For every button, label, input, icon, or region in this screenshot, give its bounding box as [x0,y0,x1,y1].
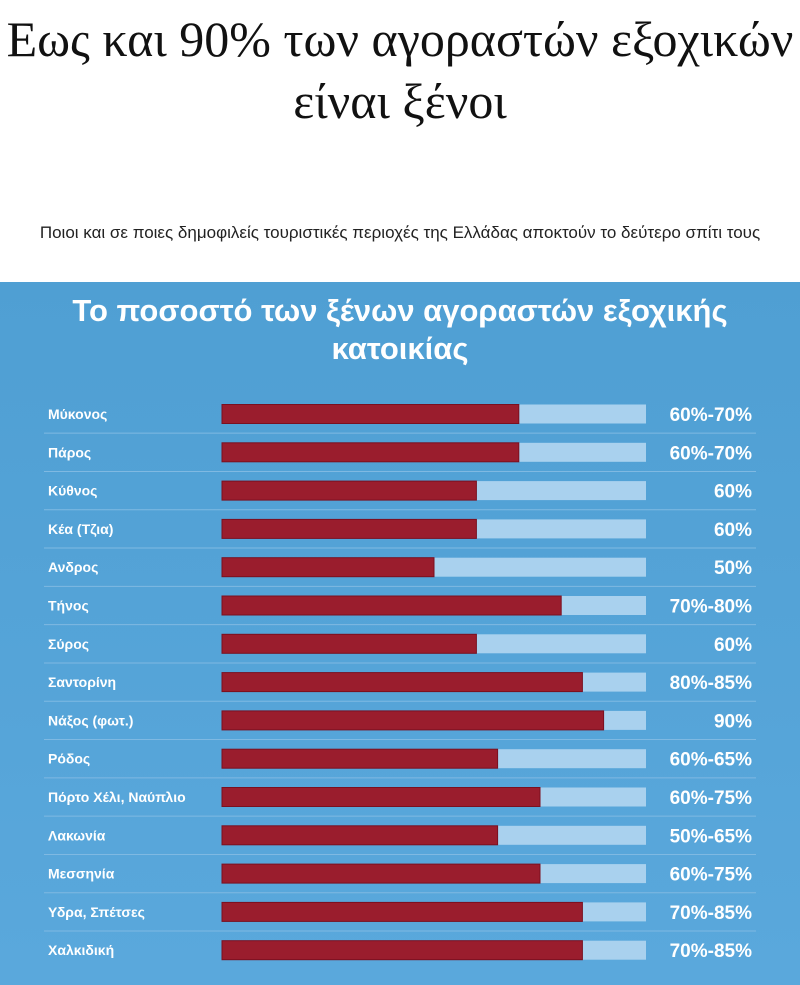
bar [221,442,520,463]
value-label: 60%-70% [670,405,752,426]
category-label: Κύθνος [48,483,97,499]
bar [221,480,477,501]
bar [221,901,583,922]
value-label: 70%-80% [670,597,752,618]
bar [221,518,477,539]
bar [221,748,499,769]
category-label: Χαλκιδική [48,942,114,958]
bar [221,710,605,731]
category-label: Σύρος [48,636,89,652]
bar [221,863,541,884]
category-label: Λακωνία [48,827,106,843]
bar [221,940,583,961]
category-label: Νάξος (φωτ.) [48,712,133,728]
article-headline: Εως και 90% των αγοραστών εξοχικών είναι… [6,11,794,129]
category-label: Ρόδος [48,751,90,767]
value-label: 60%-75% [670,865,752,886]
category-label: Ανδρος [48,559,98,575]
value-label: 90% [714,711,752,732]
value-label: 70%-85% [670,903,752,924]
bar [221,633,477,654]
article-subheadline: Ποιοι και σε ποιες δημοφιλείς τουριστικέ… [39,223,761,242]
bar [221,672,583,693]
value-label: 60%-65% [670,750,752,771]
category-label: Πάρος [48,444,91,460]
bar [221,825,499,846]
category-label: Μύκονος [48,406,107,422]
value-label: 80%-85% [670,673,752,694]
bar [221,595,562,616]
category-label: Υδρα, Σπέτσες [48,904,145,920]
value-label: 50%-65% [670,826,752,847]
value-label: 70%-85% [670,941,752,962]
bar [221,404,520,424]
value-label: 60%-75% [670,788,752,809]
bar [221,557,435,578]
category-label: Σαντορίνη [48,674,116,690]
category-label: Κέα (Τζια) [48,521,113,537]
infographic-panel: Το ποσοστό των ξένων αγοραστών εξοχικής … [0,282,800,985]
category-label: Τήνος [48,598,89,614]
chart-title: Το ποσοστό των ξένων αγοραστών εξοχικής … [72,293,728,366]
value-label: 60% [714,635,752,656]
category-label: Πόρτο Χέλι, Ναύπλιο [48,789,186,805]
value-label: 60% [714,482,752,503]
category-label: Μεσσηνία [48,866,115,882]
value-label: 50% [714,558,752,579]
value-label: 60%-70% [670,443,752,464]
bar [221,787,541,807]
value-label: 60% [714,520,752,541]
